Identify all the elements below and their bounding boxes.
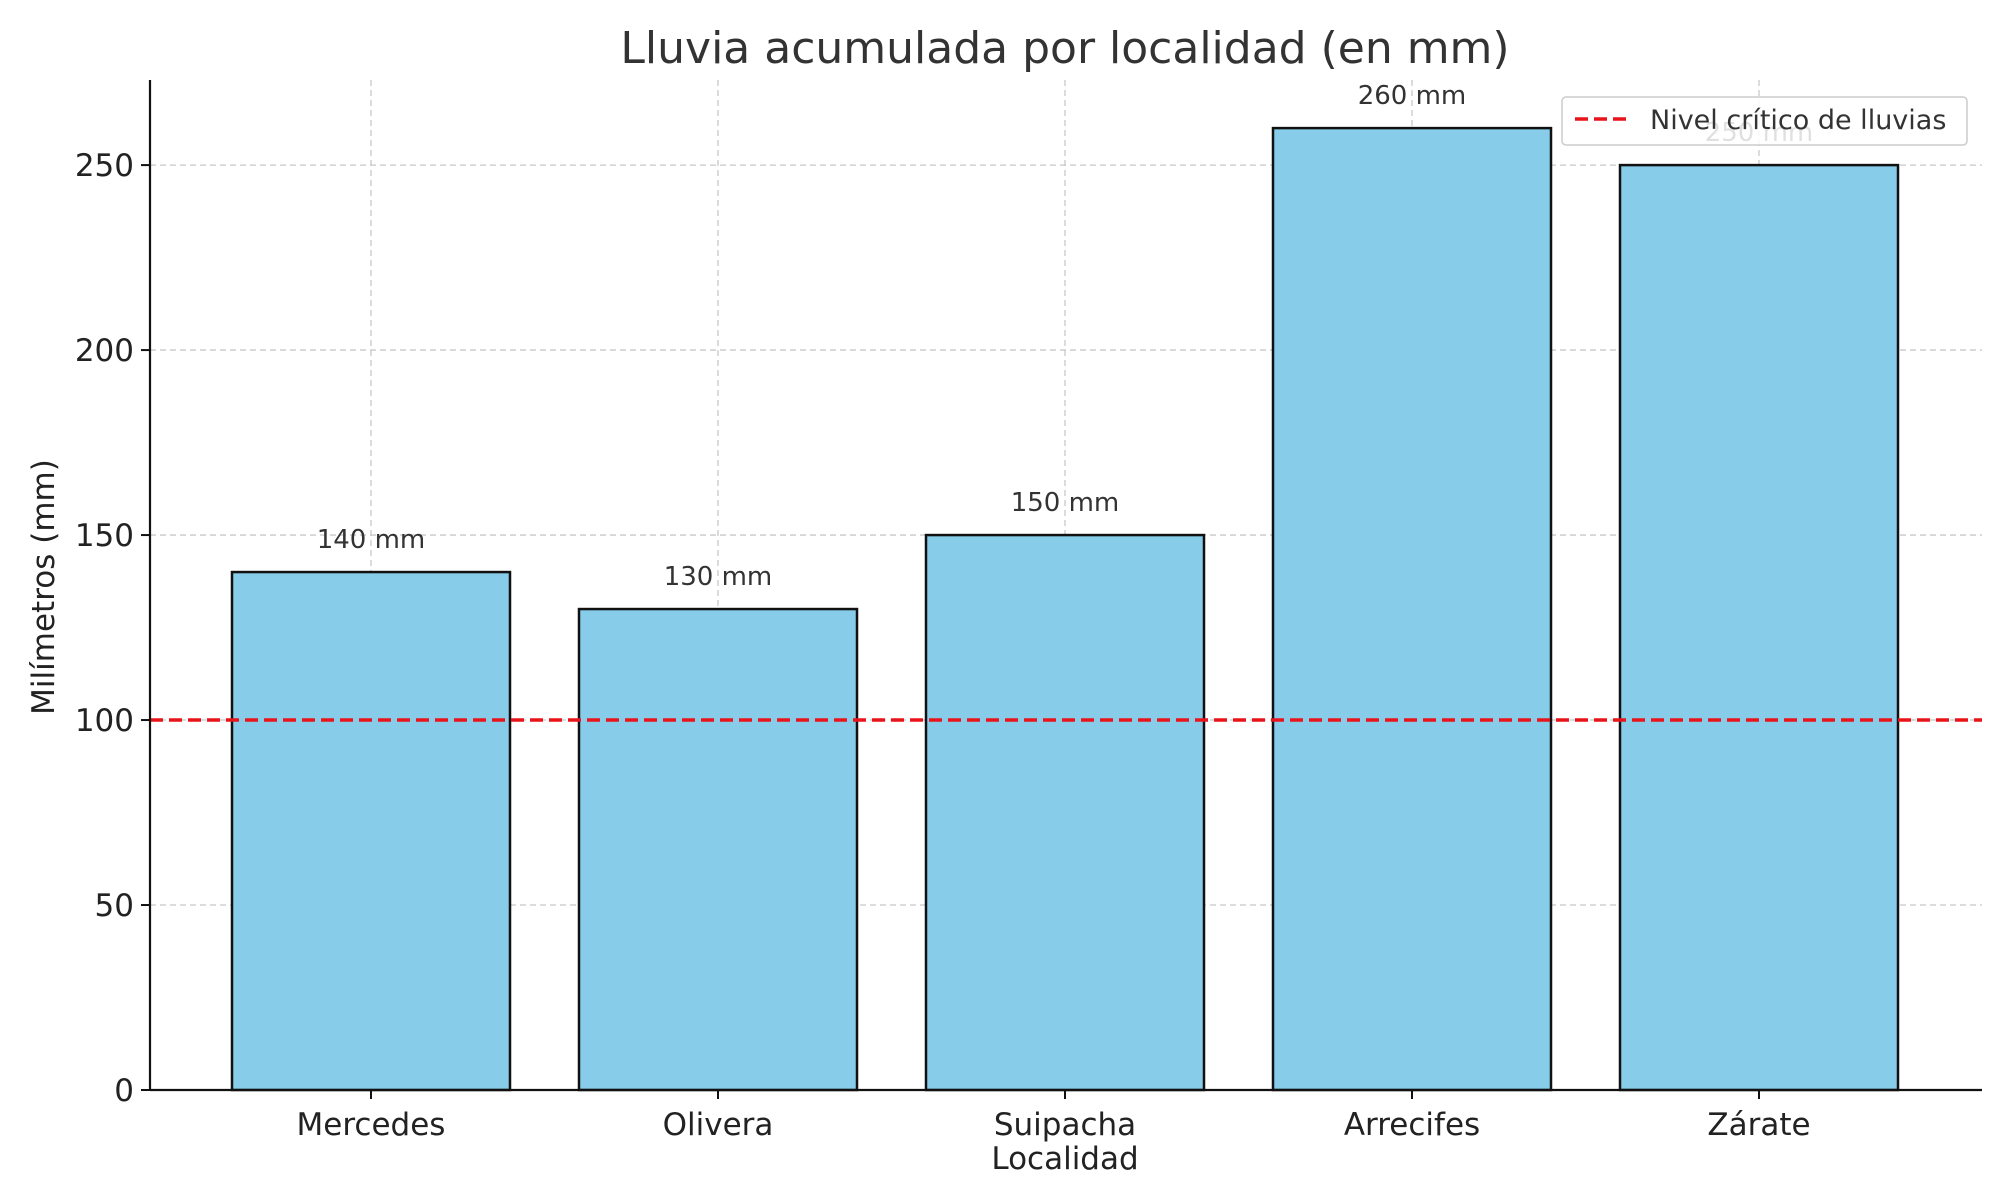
axes-layer: 0 50 100 150 200 250 Mercedes Olivera Suipacha Ar… <box>75 80 1982 1143</box>
bar-zárate <box>1618 163 1900 1092</box>
x-tick-label: Zárate <box>1707 1107 1810 1143</box>
legend-label-nivel-critico: Nivel crítico de lluvias <box>1650 105 1946 136</box>
bar-arrecifes <box>1271 126 1553 1092</box>
bar-value-label: 130 mm <box>664 562 773 592</box>
bar-value-label: 140 mm <box>317 525 426 555</box>
y-tick-label: 250 <box>75 148 134 184</box>
bar-value-label: 150 mm <box>1011 488 1120 518</box>
y-tick-label: 50 <box>95 888 134 924</box>
x-tick-label: Suipacha <box>994 1107 1136 1143</box>
bar-suipacha <box>924 533 1206 1092</box>
y-tick-label: 0 <box>114 1073 134 1109</box>
x-tick-label: Arrecifes <box>1344 1107 1480 1143</box>
x-tick-label: Olivera <box>663 1107 774 1143</box>
legend: Nivel crítico de lluvias <box>1561 96 1968 146</box>
bar-olivera <box>577 607 859 1092</box>
legend-box <box>1561 96 1968 146</box>
y-tick-label: 100 <box>75 703 134 739</box>
x-axis-title: Localidad <box>991 1141 1138 1177</box>
bar-value-label: 260 mm <box>1358 81 1467 111</box>
y-tick-label: 200 <box>75 333 134 369</box>
bars-layer <box>230 126 1900 1092</box>
y-axis-title: Milímetros (mm) <box>26 459 62 715</box>
chart-title: Lluvia acumulada por localidad (en mm) <box>620 23 1509 74</box>
bar-mercedes <box>230 570 512 1092</box>
x-tick-label: Mercedes <box>297 1107 446 1143</box>
y-tick-label: 150 <box>75 518 134 554</box>
